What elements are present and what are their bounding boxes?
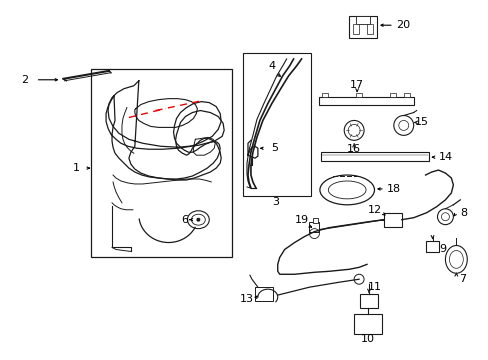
Text: 10: 10 — [360, 334, 374, 344]
Text: 4: 4 — [268, 61, 275, 71]
Bar — [352, 24, 358, 34]
Bar — [309, 222, 319, 231]
Text: 12: 12 — [367, 205, 381, 215]
Bar — [322, 93, 327, 96]
Bar — [254, 287, 272, 301]
Bar — [359, 294, 377, 308]
Bar — [243, 53, 311, 196]
Bar — [348, 16, 376, 38]
Bar — [355, 93, 361, 96]
Text: 16: 16 — [346, 144, 361, 154]
Bar — [403, 93, 409, 96]
Text: 6: 6 — [181, 215, 187, 225]
Text: 5: 5 — [271, 143, 278, 153]
Text: 14: 14 — [437, 152, 451, 162]
Text: 18: 18 — [386, 184, 400, 194]
Text: 17: 17 — [349, 80, 364, 90]
Text: 7: 7 — [458, 274, 465, 284]
Bar — [366, 24, 372, 34]
Text: 2: 2 — [21, 75, 28, 85]
Bar — [425, 240, 439, 252]
Bar — [383, 213, 401, 227]
Text: 15: 15 — [414, 117, 428, 127]
Text: 1: 1 — [73, 163, 80, 173]
Text: 11: 11 — [367, 282, 381, 292]
Text: 20: 20 — [395, 20, 409, 30]
Text: 19: 19 — [294, 215, 308, 225]
Text: 9: 9 — [438, 244, 445, 255]
Bar — [353, 314, 381, 334]
Bar — [355, 16, 369, 24]
Bar — [313, 218, 318, 223]
Bar — [91, 69, 232, 257]
Text: 8: 8 — [460, 208, 467, 218]
Bar — [321, 152, 427, 161]
Bar — [319, 96, 413, 105]
Bar — [389, 93, 395, 96]
Text: 3: 3 — [272, 197, 279, 207]
Text: 13: 13 — [240, 294, 253, 304]
Circle shape — [196, 218, 200, 222]
